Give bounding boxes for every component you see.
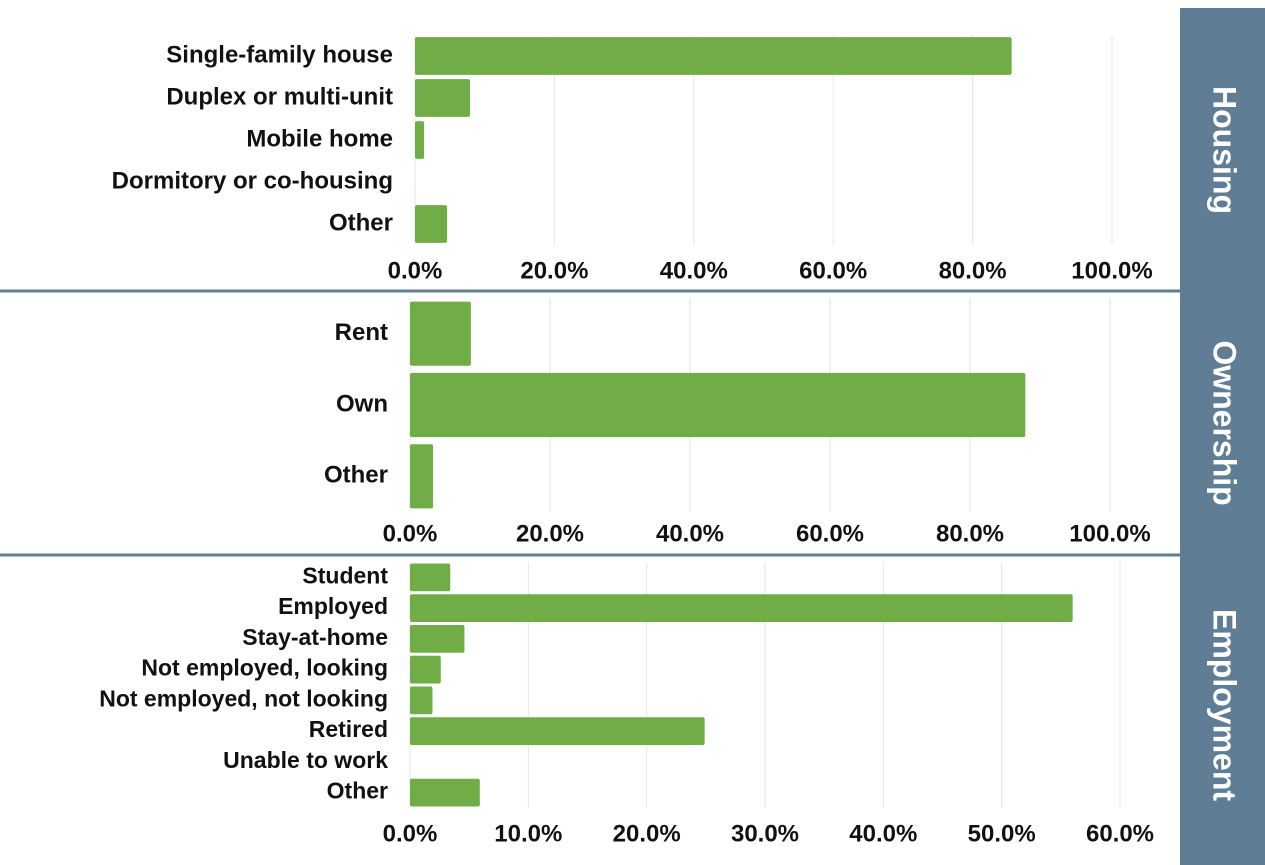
bar (415, 79, 471, 117)
y-tick-label: Other (329, 209, 393, 236)
bar (410, 686, 433, 715)
y-tick-label: Duplex or multi-unit (166, 83, 393, 110)
panel-label: Employment (1207, 609, 1243, 801)
y-tick-label: Other (327, 778, 388, 804)
y-tick-label: Other (324, 462, 388, 489)
x-tick-label: 20.0% (516, 520, 584, 547)
bar (410, 563, 451, 592)
x-tick-label: 60.0% (799, 257, 867, 284)
bar (410, 444, 434, 509)
side-strip (1180, 8, 1265, 865)
bar (410, 625, 465, 653)
y-tick-label: Mobile home (246, 125, 393, 152)
y-tick-label: Stay-at-home (242, 624, 388, 650)
bar (410, 778, 480, 807)
y-tick-label: Retired (309, 716, 388, 742)
x-tick-label: 60.0% (796, 520, 864, 547)
bar (410, 655, 441, 684)
bar (415, 205, 448, 243)
x-tick-label: 80.0% (936, 520, 1004, 547)
y-tick-label: Not employed, looking (141, 655, 388, 681)
y-tick-label: Rent (335, 319, 388, 346)
x-tick-label: 0.0% (383, 520, 438, 547)
x-tick-label: 10.0% (494, 820, 562, 847)
y-tick-label: Employed (278, 593, 388, 619)
x-tick-label: 20.0% (613, 820, 681, 847)
x-tick-label: 40.0% (656, 520, 724, 547)
x-tick-label: 40.0% (660, 257, 728, 284)
bar (410, 372, 1026, 438)
x-tick-label: 40.0% (849, 820, 917, 847)
x-tick-label: 30.0% (731, 820, 799, 847)
x-tick-label: 100.0% (1069, 520, 1150, 547)
y-tick-label: Own (336, 390, 388, 417)
bar (415, 121, 425, 159)
y-tick-label: Not employed, not looking (99, 685, 388, 711)
x-tick-label: 0.0% (383, 820, 438, 847)
x-tick-label: 0.0% (388, 257, 443, 284)
x-tick-label: 50.0% (968, 820, 1036, 847)
y-tick-label: Dormitory or co-housing (112, 167, 393, 194)
panel-label: Housing (1207, 86, 1243, 214)
x-tick-label: 20.0% (520, 257, 588, 284)
bar (410, 301, 471, 366)
y-tick-label: Unable to work (223, 747, 388, 773)
x-tick-label: 100.0% (1071, 257, 1152, 284)
x-tick-label: 80.0% (939, 257, 1007, 284)
bar (410, 594, 1073, 622)
x-tick-label: 60.0% (1086, 820, 1154, 847)
bar (410, 717, 705, 745)
bar (415, 37, 1012, 75)
y-tick-label: Single-family house (166, 41, 393, 68)
y-tick-label: Student (302, 562, 388, 588)
panel-label: Ownership (1207, 340, 1243, 505)
